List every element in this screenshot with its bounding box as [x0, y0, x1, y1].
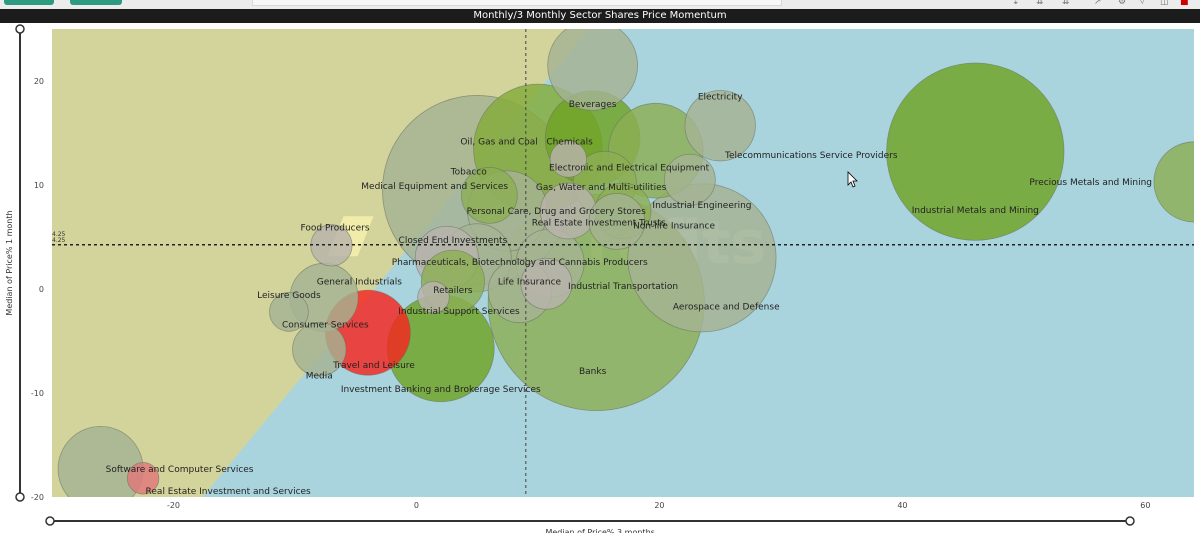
bubble [292, 322, 347, 377]
report-page-area [252, 0, 782, 6]
bubble-label: Electronic and Electrical Equipment [549, 163, 710, 173]
x-tick-label: 60 [1140, 501, 1150, 510]
bubble-label: Industrial Transportation [568, 282, 678, 292]
y-tick-label: 20 [34, 77, 44, 86]
bubble [126, 462, 160, 495]
bubble [886, 62, 1065, 241]
plot-area: rofits [52, 29, 1194, 497]
bubble-label: Retailers [433, 286, 473, 296]
bubble [269, 292, 309, 332]
bubble [684, 90, 756, 162]
bubble-label: Leisure Goods [257, 291, 321, 301]
x-axis-title: Median of Price% 3 months [545, 528, 654, 533]
bubble-label: Telecommunications Service Providers [724, 151, 898, 161]
focus-mode-icon[interactable]: ◫ [1160, 0, 1169, 7]
bubble-label: Real Estate Investment and Services [146, 487, 312, 497]
bubble-label: Media [306, 371, 333, 381]
y-tick-label: -20 [31, 493, 44, 502]
y-tick-label: 0 [39, 285, 44, 294]
bubble-label: Personal Care, Drug and Grocery Stores [467, 207, 647, 217]
bubble-label: Precious Metals and Mining [1029, 178, 1152, 188]
x-tick-label: 0 [414, 501, 419, 510]
bubble-label: Oil, Gas and Coal [460, 137, 537, 147]
expand-icon[interactable]: ↗ [1094, 0, 1102, 7]
bubble-label: Software and Computer Services [106, 465, 254, 475]
chart-title: Monthly/3 Monthly Sector Shares Price Mo… [0, 9, 1200, 23]
x-slider-handle-right[interactable] [1125, 516, 1135, 526]
bubble-label: Real Estate Investment Trusts [532, 218, 666, 228]
bubble-label: Travel and Leisure [332, 361, 415, 371]
y-tick-label: 10 [34, 181, 44, 190]
bubble-label: Medical Equipment and Services [361, 182, 508, 192]
bubble-label: Tobacco [450, 167, 488, 177]
bubble-label: Life Insurance [498, 278, 562, 288]
bubble-label: Beverages [569, 100, 617, 110]
bubble [417, 281, 450, 314]
y-slider-handle-top[interactable] [15, 24, 25, 34]
x-tick-label: 20 [654, 501, 664, 510]
chart-overlay: 4.254.25 Beverages Electricity Chemicals Oil… [5, 24, 1194, 533]
x-range-slider[interactable] [45, 516, 1135, 526]
report-tab-button[interactable] [4, 0, 54, 5]
x-tick-label: 40 [897, 501, 907, 510]
bubble-label: Aerospace and Defense [673, 303, 780, 313]
bubble [547, 29, 638, 111]
sort-descending-alt-icon[interactable]: ⇊ [1062, 0, 1070, 7]
bubble-label: Food Producers [301, 224, 370, 234]
bubble-label: Gas, Water and Multi-utilities [536, 183, 667, 193]
bubble [549, 140, 587, 178]
x-tick-label: -20 [167, 501, 180, 510]
bubble-label: Industrial Metals and Mining [912, 206, 1039, 216]
settings-icon[interactable]: ⚙ [1118, 0, 1127, 7]
bubble-label: Non-life Insurance [633, 222, 715, 232]
bubble [663, 153, 716, 206]
bubble-label: Closed End Investments [399, 236, 508, 246]
bubble [588, 193, 646, 250]
bubble-label: Pharmaceuticals, Biotechnology and Canna… [392, 258, 648, 268]
bubble-label: Investment Banking and Brokerage Service… [341, 385, 541, 395]
reference-line-label: 4.25 [52, 231, 66, 238]
y-slider-handle-bottom[interactable] [15, 492, 25, 502]
report-toolbar: ⇣ ⇊ ⇊ ↗ ⚙ ▿ ◫ ■ [0, 0, 1200, 9]
bubble-label: Electricity [698, 93, 743, 103]
bubble-label: General Industrials [317, 278, 403, 288]
bubble [461, 167, 518, 224]
report-tab-button[interactable] [70, 0, 122, 5]
bubble-label: Chemicals [546, 137, 593, 147]
more-options-icon[interactable]: ■ [1180, 0, 1189, 7]
bubble-chart: rofits 4.254.25 Beverages Electricity Chemi… [5, 24, 1194, 533]
reference-line-label: 4.25 [52, 237, 66, 244]
bubble-label: Consumer Services [282, 320, 369, 330]
sort-ascending-icon[interactable]: ⇣ [1012, 0, 1020, 7]
y-tick-label: -10 [31, 389, 44, 398]
filter-icon[interactable]: ▿ [1140, 0, 1145, 7]
y-axis-title: Median of Price% 1 month [5, 210, 14, 315]
bubble-label: Banks [579, 367, 607, 377]
mouse-cursor-icon [847, 171, 858, 188]
y-range-slider[interactable] [15, 24, 25, 502]
bubble [520, 257, 573, 310]
bubble-label: Industrial Support Services [398, 307, 520, 317]
bubble [1153, 141, 1194, 223]
x-slider-handle-left[interactable] [45, 516, 55, 526]
sort-descending-icon[interactable]: ⇊ [1036, 0, 1044, 7]
bubble-label: Industrial Engineering [652, 201, 751, 211]
